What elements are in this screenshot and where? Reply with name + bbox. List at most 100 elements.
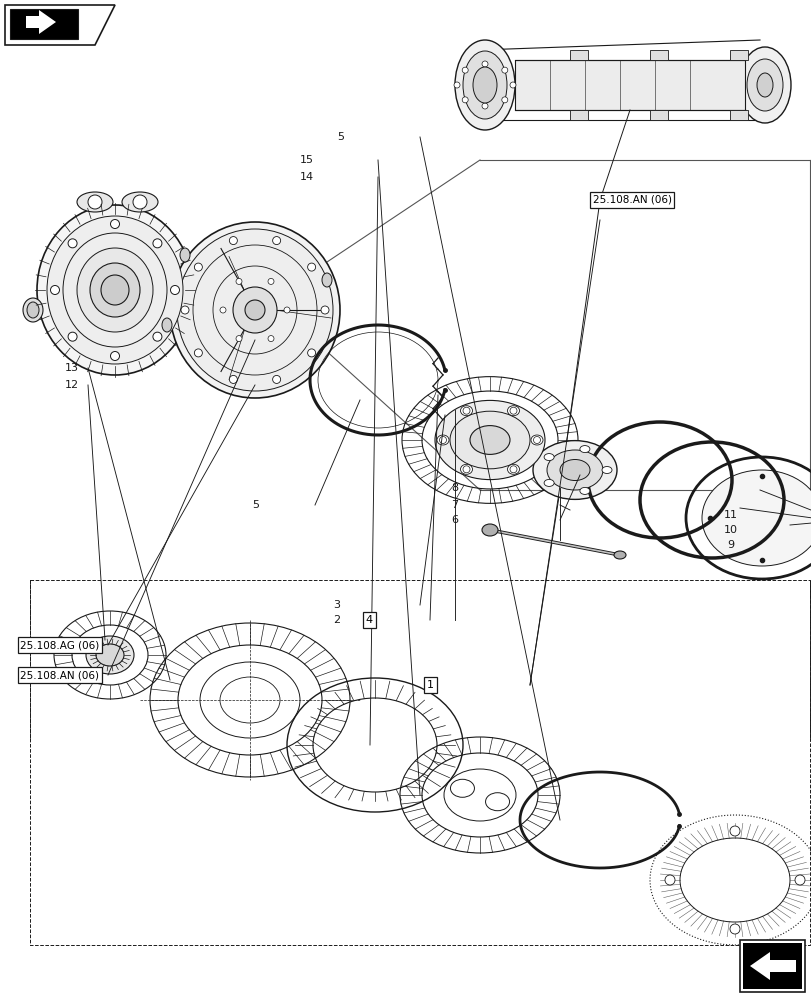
Circle shape (88, 195, 102, 209)
Text: 25.108.AG (06): 25.108.AG (06) (20, 640, 100, 650)
Circle shape (68, 239, 77, 248)
Ellipse shape (601, 466, 611, 474)
Ellipse shape (101, 275, 129, 305)
Circle shape (509, 466, 517, 473)
Text: 2: 2 (333, 615, 340, 625)
Circle shape (501, 67, 507, 73)
Ellipse shape (543, 454, 553, 461)
Circle shape (461, 97, 468, 103)
Circle shape (482, 103, 487, 109)
Circle shape (509, 407, 517, 414)
Circle shape (133, 195, 147, 209)
Text: 25.108.AN (06): 25.108.AN (06) (20, 670, 99, 680)
Ellipse shape (47, 216, 182, 364)
Ellipse shape (560, 460, 590, 481)
Ellipse shape (177, 229, 333, 391)
Bar (649, 110, 667, 120)
Text: 12: 12 (64, 380, 79, 390)
Circle shape (729, 826, 739, 836)
Ellipse shape (702, 470, 811, 566)
Ellipse shape (579, 487, 589, 494)
Ellipse shape (122, 192, 158, 212)
Text: 5: 5 (337, 132, 344, 142)
Circle shape (284, 307, 290, 313)
Ellipse shape (738, 47, 790, 123)
Circle shape (152, 332, 161, 341)
Circle shape (729, 924, 739, 934)
Ellipse shape (482, 524, 497, 536)
Ellipse shape (543, 479, 553, 486)
Text: 8: 8 (451, 483, 457, 493)
Circle shape (307, 263, 315, 271)
Ellipse shape (322, 273, 332, 287)
Circle shape (50, 286, 59, 294)
Circle shape (664, 875, 674, 885)
Ellipse shape (90, 263, 139, 317)
Circle shape (533, 436, 540, 444)
Ellipse shape (245, 300, 264, 320)
Ellipse shape (96, 644, 124, 666)
Text: 6: 6 (451, 515, 457, 525)
Ellipse shape (86, 636, 134, 674)
Text: 7: 7 (451, 500, 457, 510)
Circle shape (236, 278, 242, 284)
Bar (742, 943, 801, 989)
Circle shape (320, 306, 328, 314)
Circle shape (236, 336, 242, 342)
Ellipse shape (233, 287, 277, 333)
Circle shape (194, 263, 202, 271)
Ellipse shape (473, 67, 496, 103)
Bar (729, 50, 747, 60)
Circle shape (110, 220, 119, 229)
Ellipse shape (547, 450, 603, 490)
Circle shape (229, 375, 237, 383)
Text: 13: 13 (64, 363, 79, 373)
Bar (514, 60, 744, 110)
Ellipse shape (27, 302, 39, 318)
Circle shape (453, 82, 460, 88)
Circle shape (220, 307, 225, 313)
Ellipse shape (454, 40, 514, 130)
Bar (569, 110, 587, 120)
Ellipse shape (23, 298, 43, 322)
Circle shape (194, 349, 202, 357)
Bar (569, 50, 587, 60)
Polygon shape (26, 10, 56, 34)
Ellipse shape (470, 426, 509, 454)
Circle shape (307, 349, 315, 357)
Circle shape (794, 875, 804, 885)
Ellipse shape (579, 446, 589, 453)
Ellipse shape (756, 73, 772, 97)
Ellipse shape (169, 222, 340, 398)
Circle shape (439, 436, 446, 444)
Text: 15: 15 (299, 155, 314, 165)
Text: 10: 10 (723, 525, 737, 535)
Text: 9: 9 (727, 540, 733, 550)
Bar (739, 940, 804, 992)
Ellipse shape (530, 435, 543, 445)
Circle shape (152, 239, 161, 248)
Text: 3: 3 (333, 600, 340, 610)
Ellipse shape (460, 406, 472, 416)
Circle shape (462, 407, 470, 414)
Circle shape (272, 375, 281, 383)
Text: 25.108.AN (06): 25.108.AN (06) (592, 195, 671, 205)
Polygon shape (749, 952, 795, 980)
Text: 5: 5 (252, 500, 259, 510)
Text: 14: 14 (299, 172, 314, 182)
Circle shape (462, 466, 470, 473)
Circle shape (170, 286, 179, 294)
Circle shape (181, 306, 189, 314)
Ellipse shape (77, 248, 152, 332)
Ellipse shape (507, 464, 519, 474)
Ellipse shape (462, 51, 506, 119)
Ellipse shape (436, 435, 448, 445)
Ellipse shape (746, 59, 782, 111)
Bar (30, 580, 809, 945)
Ellipse shape (449, 411, 530, 469)
Circle shape (509, 82, 515, 88)
Ellipse shape (162, 318, 172, 332)
Circle shape (461, 67, 468, 73)
Circle shape (482, 61, 487, 67)
Ellipse shape (507, 406, 519, 416)
